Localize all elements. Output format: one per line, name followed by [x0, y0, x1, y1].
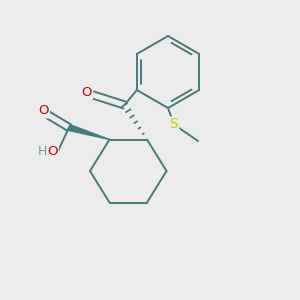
Text: O: O	[47, 145, 58, 158]
Text: O: O	[82, 85, 92, 99]
Text: H: H	[37, 145, 47, 158]
Text: S: S	[169, 118, 178, 131]
Polygon shape	[68, 124, 110, 140]
Text: O: O	[38, 104, 49, 118]
